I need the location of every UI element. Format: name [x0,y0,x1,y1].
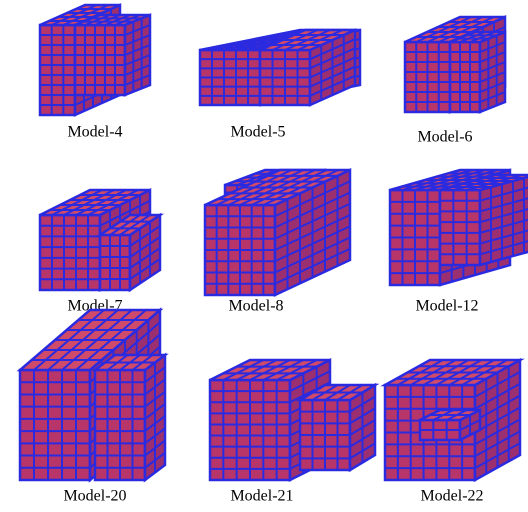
model-figure [380,357,525,483]
grid-beam [474,430,521,458]
grid-beam [309,65,356,88]
model-figure [403,15,507,114]
grid-beam [479,229,528,245]
model-label: Model-5 [230,124,285,141]
grid-beam [249,359,291,381]
grid-beam [124,74,151,86]
grid-beam [129,225,161,247]
grid-beam [129,236,161,258]
grid-beam [144,427,166,445]
model-figure [388,168,528,287]
grid-beam [84,14,111,26]
grid-beam [479,71,506,83]
grid-beam [479,240,528,256]
grid-beam [474,418,521,446]
model-figure [198,28,362,107]
grid-beam [124,54,151,66]
grid-beam [144,390,166,408]
grid-beam [124,64,151,76]
grid-beam [119,214,151,236]
grid-beam [144,415,166,432]
grid-beam [459,31,486,43]
model-figure [38,187,165,293]
model-figure [38,3,152,117]
model-label: Model-12 [415,298,478,315]
model-label: Model-20 [63,488,126,505]
model-label: Model-22 [420,488,483,505]
grid-beam [349,442,376,460]
grid-beam [144,439,166,457]
grid-beam [479,197,528,213]
grid-beam [114,14,141,26]
grid-beam [474,394,521,422]
grid-beam [289,370,331,393]
face [39,188,151,217]
grid-beam [349,395,376,413]
grid-beam [99,199,151,227]
grid-beam [349,430,376,448]
grid-beam [309,47,356,70]
grid-beam [479,186,528,202]
grid-beam [474,442,521,469]
grid-beam [109,214,141,236]
grid-beam [309,38,356,61]
grid-beam [144,403,166,420]
grid-beam [474,382,521,410]
model-figure [203,168,352,297]
grid-beam [276,359,318,381]
model-figure [208,357,380,483]
grid-beam [479,41,506,53]
grid-beam [349,419,376,436]
grid-beam [124,24,151,36]
grid-beam [309,56,356,79]
grid-beam [144,451,166,469]
grid-beam [144,366,166,384]
grid-beam [479,81,506,93]
grid-beam [469,31,496,43]
grid-beam [479,61,506,73]
grid-beam [309,74,356,97]
grid-beam [104,14,131,26]
grid-beam [129,258,161,280]
grid-beam [274,236,351,274]
face [38,23,77,117]
grid-beam [349,407,376,425]
model-figure [16,307,169,483]
grid-beam [479,218,528,234]
grid-beam [459,419,481,431]
model-label: Model-21 [230,488,293,505]
grid-beam [222,359,264,381]
grid-beam [144,378,166,396]
grid-beam [479,91,506,103]
grid-beam [274,214,351,251]
grid-beam [236,359,278,381]
grid-beam [474,406,521,434]
face [18,368,92,482]
grid-beam [479,51,506,63]
grid-beam [124,34,151,46]
model-label: Model-4 [67,124,122,141]
grid-beam [274,247,351,285]
grid-beam [262,359,304,381]
face [98,233,132,292]
grid-beam [479,208,528,224]
model-label: Model-8 [228,298,283,315]
model-label: Model-6 [417,129,472,146]
grid-beam [274,191,351,229]
grid-beam [124,44,151,56]
grid-beam [129,247,161,269]
grid-beam [274,202,351,240]
grid-beam [274,225,351,263]
grid-beam [94,14,121,26]
grid-beam [474,371,521,398]
grid-beam [274,180,351,218]
